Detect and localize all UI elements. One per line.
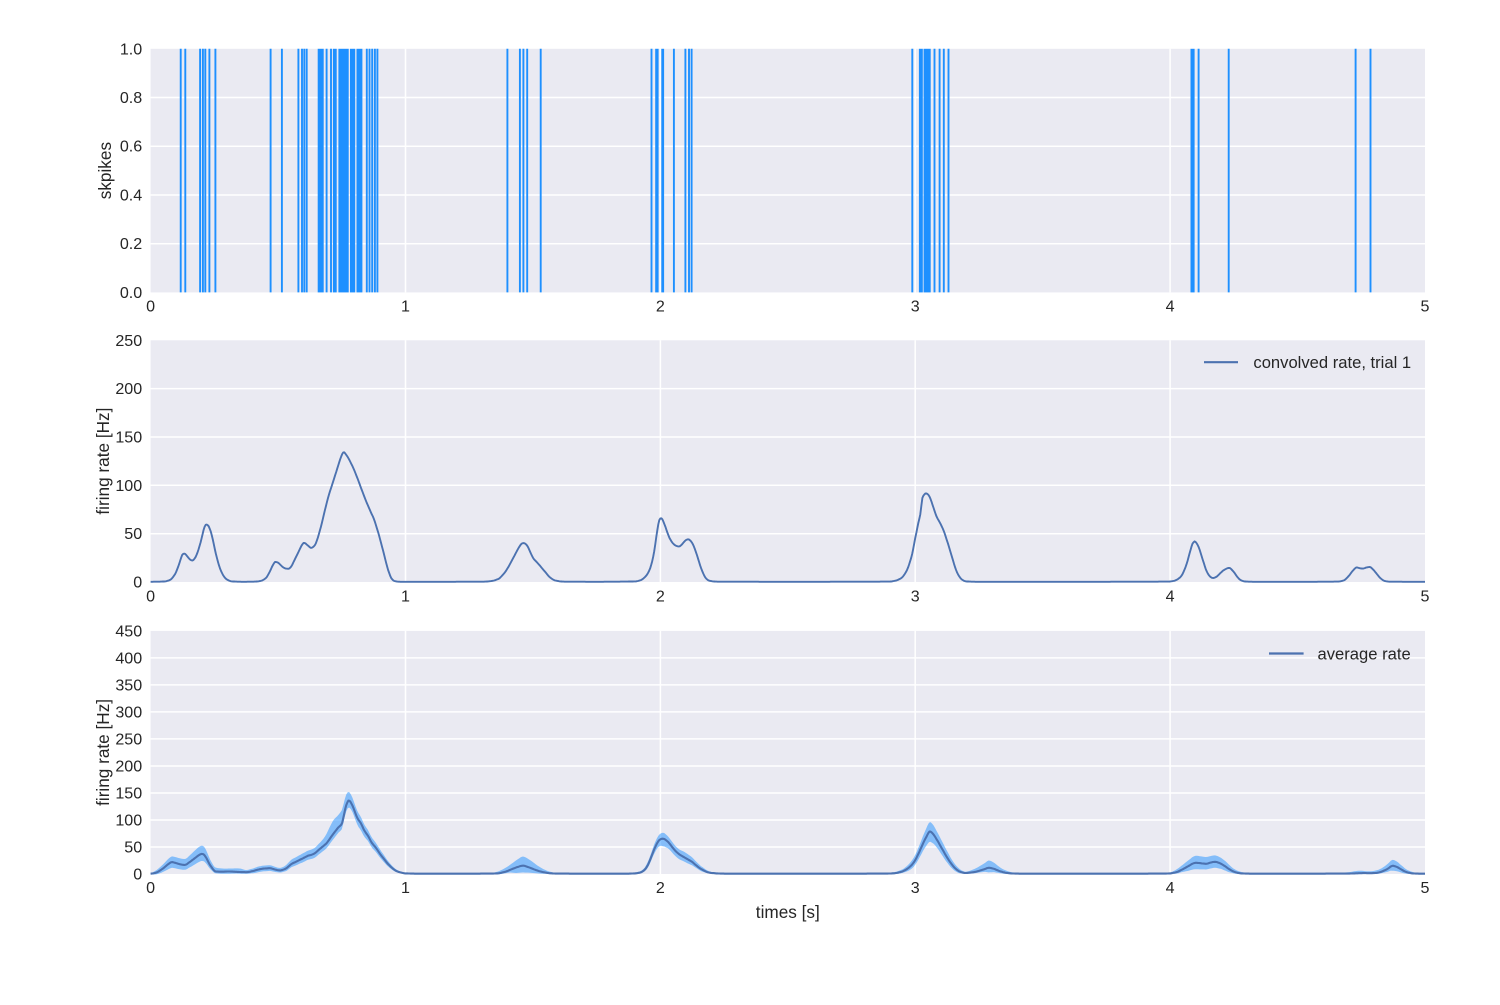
- svg-text:200: 200: [115, 380, 142, 398]
- svg-text:1: 1: [401, 587, 410, 605]
- svg-text:50: 50: [124, 525, 142, 543]
- svg-text:3: 3: [911, 879, 920, 897]
- svg-text:4: 4: [1166, 297, 1175, 315]
- svg-text:1.0: 1.0: [120, 40, 142, 58]
- svg-text:50: 50: [124, 839, 142, 857]
- svg-text:firing rate [Hz]: firing rate [Hz]: [93, 408, 113, 515]
- svg-text:250: 250: [115, 730, 142, 748]
- svg-text:5: 5: [1421, 297, 1430, 315]
- svg-text:average rate: average rate: [1318, 644, 1411, 663]
- svg-text:0.4: 0.4: [120, 187, 142, 205]
- svg-text:5: 5: [1421, 587, 1430, 605]
- svg-text:0: 0: [133, 866, 142, 884]
- svg-text:0.0: 0.0: [120, 284, 142, 302]
- svg-text:2: 2: [656, 879, 665, 897]
- svg-text:0.2: 0.2: [120, 235, 142, 253]
- svg-text:300: 300: [115, 703, 142, 721]
- svg-text:firing rate [Hz]: firing rate [Hz]: [93, 699, 113, 806]
- svg-text:450: 450: [115, 622, 142, 640]
- svg-text:350: 350: [115, 676, 142, 694]
- svg-text:150: 150: [115, 429, 142, 447]
- svg-text:250: 250: [115, 332, 142, 350]
- svg-text:0: 0: [146, 879, 155, 897]
- svg-text:5: 5: [1421, 879, 1430, 897]
- svg-text:2: 2: [656, 297, 665, 315]
- svg-text:convolved rate, trial 1: convolved rate, trial 1: [1253, 353, 1411, 372]
- svg-text:times [s]: times [s]: [756, 902, 820, 922]
- svg-text:2: 2: [656, 587, 665, 605]
- svg-text:1: 1: [401, 879, 410, 897]
- svg-text:0.6: 0.6: [120, 138, 142, 156]
- svg-text:100: 100: [115, 812, 142, 830]
- svg-text:200: 200: [115, 758, 142, 776]
- svg-text:400: 400: [115, 649, 142, 667]
- svg-text:3: 3: [911, 587, 920, 605]
- svg-text:150: 150: [115, 785, 142, 803]
- svg-text:0: 0: [133, 574, 142, 592]
- svg-text:4: 4: [1166, 587, 1175, 605]
- svg-text:0.8: 0.8: [120, 89, 142, 107]
- svg-text:3: 3: [911, 297, 920, 315]
- svg-text:4: 4: [1166, 879, 1175, 897]
- svg-text:1: 1: [401, 297, 410, 315]
- svg-text:0: 0: [146, 297, 155, 315]
- svg-text:0: 0: [146, 587, 155, 605]
- svg-text:100: 100: [115, 477, 142, 495]
- svg-text:skpikes: skpikes: [95, 142, 115, 199]
